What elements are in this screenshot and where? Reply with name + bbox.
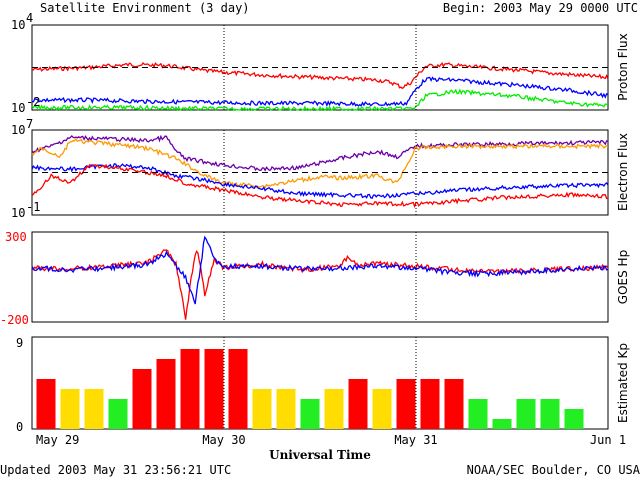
credit-text: NOAA/SEC Boulder, CO USA: [467, 463, 640, 477]
kp-bar: [396, 379, 416, 429]
kp-bar: [324, 389, 344, 429]
proton-ytick-top-exp: 4: [26, 11, 33, 25]
kp-panel: 9 0 Estimated Kp: [16, 336, 630, 434]
goes-hp-ytick-bottom: -200: [0, 313, 29, 327]
kp-bar: [108, 399, 128, 429]
goes_hp-series-0: [31, 249, 609, 320]
chart-title: Satellite Environment (3 day): [40, 1, 250, 15]
kp-bar: [84, 389, 104, 429]
kp-bar: [372, 389, 392, 429]
kp-ytick-bottom: 0: [16, 420, 23, 434]
kp-bar: [540, 399, 560, 429]
xtick-may29: May 29: [36, 433, 79, 447]
kp-bar: [252, 389, 272, 429]
goes-hp-ytick-top: 300: [5, 230, 27, 244]
proton-series-0: [31, 61, 609, 90]
electron-ytick-top-exp: 7: [26, 117, 33, 131]
electron-ytick-bottom-exp: -1: [26, 200, 40, 214]
goes-hp-panel: 300 -200 GOES Hp: [0, 230, 630, 327]
kp-bar: [516, 399, 536, 429]
kp-bar: [228, 349, 248, 429]
goes_hp-series-1: [31, 235, 609, 305]
electron-series-1: [31, 138, 609, 189]
x-axis-label: Universal Time: [269, 448, 371, 462]
begin-time: Begin: 2003 May 29 0000 UTC: [443, 1, 638, 15]
xtick-may31: May 31: [394, 433, 437, 447]
xtick-jun1: Jun 1: [590, 433, 626, 447]
kp-bar: [180, 349, 200, 429]
goes-hp-frame: [31, 231, 609, 323]
proton-ylabel: Proton Flux: [616, 33, 630, 100]
proton-panel: 10 4 10 -2 Proton Flux: [11, 11, 630, 115]
kp-bar: [156, 359, 176, 429]
kp-bars-group: [36, 349, 584, 429]
kp-bar: [300, 399, 320, 429]
kp-bar: [420, 379, 440, 429]
goes-hp-series-group: [31, 235, 609, 320]
electron-series-2: [31, 163, 609, 200]
kp-bar: [444, 379, 464, 429]
proton-ytick-top: 10: [11, 18, 25, 32]
kp-bar: [36, 379, 56, 429]
electron-series-group: [31, 134, 609, 209]
goes-hp-ylabel: GOES Hp: [616, 250, 630, 304]
proton-ytick-bottom: 10: [11, 101, 25, 115]
kp-ylabel: Estimated Kp: [616, 343, 630, 423]
kp-bar: [468, 399, 488, 429]
kp-bar: [204, 349, 224, 429]
kp-ytick-top: 9: [16, 336, 23, 350]
updated-time: Updated 2003 May 31 23:56:21 UTC: [0, 463, 231, 477]
kp-bar: [276, 389, 296, 429]
kp-bar: [132, 369, 152, 429]
electron-series-3: [31, 163, 609, 209]
day-divider-lines: [223, 25, 417, 429]
proton-series-group: [31, 61, 609, 112]
kp-bar: [492, 419, 512, 429]
proton-series-1: [31, 76, 609, 108]
proton-ytick-bottom-exp: -2: [26, 95, 40, 109]
electron-ylabel: Electron Flux: [616, 133, 630, 211]
proton-series-2: [31, 88, 609, 112]
electron-panel: 10 7 10 -1 Electron Flux: [11, 117, 630, 220]
electron-ytick-top: 10: [11, 123, 25, 137]
kp-bar: [348, 379, 368, 429]
kp-bar: [564, 409, 584, 429]
kp-frame: [31, 336, 609, 430]
xtick-may30: May 30: [202, 433, 245, 447]
kp-bar: [60, 389, 80, 429]
electron-ytick-bottom: 10: [11, 206, 25, 220]
